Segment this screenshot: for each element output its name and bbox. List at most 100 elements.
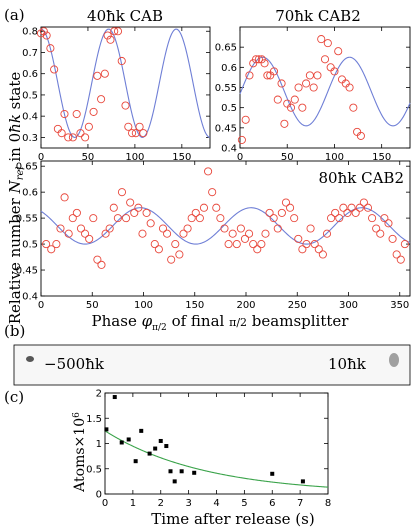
data-point <box>158 224 168 233</box>
x-tick-label: 2 <box>158 498 164 509</box>
data-point <box>126 198 135 207</box>
y-tick-label: 0.5 <box>221 103 237 114</box>
y-tick-label: 0.55 <box>16 214 38 225</box>
data-point <box>343 208 352 217</box>
x-tick-label: 100 <box>325 152 344 163</box>
data-point <box>396 255 405 264</box>
data-point <box>355 203 364 212</box>
data-point <box>135 122 144 131</box>
data-point <box>339 203 348 212</box>
x-tick-label: 250 <box>288 300 307 311</box>
chart-a1: 0 50 100 150 0.3 0.4 0.5 0.6 0.7 0.8 40ħk CAB <box>22 7 211 163</box>
x-tick-label: 300 <box>339 300 358 311</box>
data-point <box>368 214 377 223</box>
data-point <box>309 83 318 92</box>
data-point <box>52 240 61 249</box>
data-point <box>294 234 303 243</box>
data-point <box>112 395 117 400</box>
data-point <box>167 255 176 264</box>
y-tick-label: 0.45 <box>215 123 237 134</box>
data-point <box>400 240 409 249</box>
data-point <box>171 240 180 249</box>
data-point <box>298 103 307 112</box>
data-point <box>280 119 289 128</box>
strip-left-label: −500ħk <box>44 355 105 373</box>
data-point <box>249 59 258 68</box>
data-point <box>164 444 169 449</box>
data-point <box>254 55 263 64</box>
data-point <box>56 224 65 233</box>
plot-frame <box>40 26 211 149</box>
data-point <box>64 133 73 142</box>
data-point <box>46 44 55 53</box>
y-tick-label: 0.4 <box>22 292 38 303</box>
data-point <box>253 245 262 254</box>
data-point <box>290 214 299 223</box>
fit-curve <box>104 430 329 488</box>
chart-title: 80ħk CAB2 <box>319 169 404 187</box>
data-point <box>76 224 86 233</box>
data-point <box>103 31 112 40</box>
data-point <box>113 27 123 36</box>
x-tick-label: 0 <box>38 300 44 311</box>
data-point <box>192 470 197 475</box>
data-point <box>330 67 339 76</box>
y-tick-label: 0.7 <box>22 48 38 59</box>
data-point <box>142 208 151 217</box>
a-ylabel: Relative number Nrel in 0ħk state <box>6 72 26 325</box>
data-point <box>84 122 93 131</box>
data-point <box>269 214 278 223</box>
data-point <box>104 427 109 432</box>
x-tick-label: 3 <box>185 498 191 509</box>
data-point <box>310 240 319 249</box>
data-point <box>57 129 66 138</box>
data-point <box>179 229 188 238</box>
data-point <box>240 234 250 243</box>
data-point <box>97 95 106 104</box>
data-point <box>128 129 137 138</box>
data-point <box>290 95 299 104</box>
data-point <box>100 69 109 78</box>
data-point <box>36 29 46 38</box>
data-point <box>245 229 254 238</box>
data-point <box>249 240 258 249</box>
chart-a3: 0 50 100 150 200 250 300 350 0.4 0.45 0.5 0.55 0.6 0.… <box>16 160 411 311</box>
data-point <box>124 122 133 131</box>
data-point <box>257 240 266 249</box>
data-point <box>60 193 69 202</box>
data-point <box>150 240 159 249</box>
data-point <box>228 229 237 238</box>
data-point <box>237 135 246 144</box>
data-point <box>313 71 322 80</box>
data-point <box>93 71 102 80</box>
data-point <box>294 83 303 92</box>
data-point <box>331 208 340 217</box>
data-point <box>158 438 163 443</box>
data-point <box>42 240 51 249</box>
data-point <box>384 219 393 228</box>
data-point <box>302 240 311 249</box>
chart-title: 40ħk CAB <box>87 7 163 25</box>
data-point <box>172 479 177 484</box>
data-point <box>356 131 365 140</box>
data-point <box>163 229 172 238</box>
y-tick-label: 0.6 <box>22 188 38 199</box>
data-point <box>168 469 173 474</box>
data-point <box>300 479 305 484</box>
fit-curve <box>239 56 411 127</box>
data-point <box>106 35 115 44</box>
atom-cloud-right <box>389 353 399 367</box>
data-point <box>147 451 152 456</box>
x-tick-label: 150 <box>185 300 204 311</box>
data-point <box>363 203 373 212</box>
y-tick-label: 0 <box>96 490 102 501</box>
data-point <box>42 31 51 40</box>
data-point <box>50 65 59 74</box>
data-point <box>224 240 233 249</box>
x-tick-label: 50 <box>281 152 294 163</box>
y-tick-label: 0.3 <box>22 133 38 144</box>
x-tick-label: 6 <box>269 498 275 509</box>
a-xlabel: Phase φπ/2 of final π/2 beamsplitter <box>92 312 350 333</box>
data-point <box>302 79 311 88</box>
